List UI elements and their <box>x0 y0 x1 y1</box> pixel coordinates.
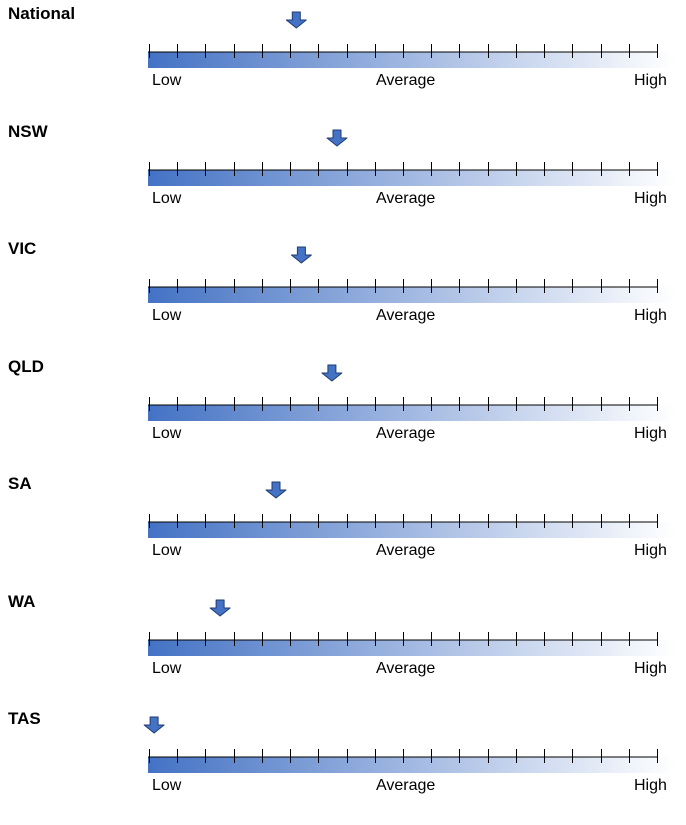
region-label: National <box>8 4 76 23</box>
gauge-row-wa: WA Low Average High <box>0 592 686 708</box>
scale-label-low: Low <box>152 542 182 559</box>
gauge-row-tas: TAS Low Average High <box>0 709 686 825</box>
scale-label-high: High <box>634 424 667 442</box>
scale-label-low: Low <box>152 424 182 442</box>
scale-label-average: Average <box>376 307 436 324</box>
gauge-graphic <box>148 11 675 68</box>
value-arrow-icon <box>143 716 165 734</box>
gauge-row-national: National Low Average High <box>0 4 686 120</box>
scales-container: National Low Average High NSW Low Average High V… <box>0 4 686 794</box>
gradient-bar <box>148 404 675 421</box>
gradient-bar <box>148 169 675 186</box>
scale-label-low: Low <box>152 72 182 89</box>
gradient-bar <box>148 287 675 303</box>
gauge-row-vic: VIC Low Average High <box>0 239 686 355</box>
scale-label-low: Low <box>152 777 182 794</box>
value-arrow-icon <box>265 481 287 499</box>
scale-label-average: Average <box>376 424 436 442</box>
gauge-graphic <box>148 481 675 538</box>
value-arrow-icon <box>209 599 231 616</box>
scale-label-high: High <box>634 307 667 324</box>
scale-label-high: High <box>634 659 667 677</box>
region-label: QLD <box>8 356 44 376</box>
region-label: NSW <box>8 121 48 141</box>
value-arrow-icon <box>285 11 307 29</box>
scale-label-low: Low <box>152 307 182 324</box>
gradient-bar <box>148 52 675 68</box>
scale-label-average: Average <box>376 777 436 794</box>
gauge-row-qld: QLD Low Average High <box>0 357 686 473</box>
region-label: VIC <box>8 239 37 258</box>
scale-label-high: High <box>634 72 667 89</box>
region-label: SA <box>8 474 32 493</box>
gauge-row-sa: SA Low Average High <box>0 474 686 590</box>
scale-label-average: Average <box>376 189 436 207</box>
gauge-graphic <box>148 129 675 186</box>
gradient-bar <box>148 757 675 773</box>
scale-label-average: Average <box>376 542 436 559</box>
gradient-bar <box>148 639 675 656</box>
scale-label-average: Average <box>376 72 436 89</box>
gauge-graphic <box>143 716 675 773</box>
value-arrow-icon <box>321 364 343 381</box>
gradient-bar <box>148 522 675 538</box>
scale-label-high: High <box>634 189 667 207</box>
scale-label-high: High <box>634 777 667 794</box>
scale-label-average: Average <box>376 659 436 677</box>
gauge-graphic <box>148 364 675 421</box>
scale-label-low: Low <box>152 189 182 207</box>
gauge-graphic <box>148 599 675 656</box>
scale-label-high: High <box>634 542 667 559</box>
region-label: TAS <box>8 709 41 728</box>
gauge-row-nsw: NSW Low Average High <box>0 122 686 238</box>
value-arrow-icon <box>290 246 312 264</box>
region-label: WA <box>8 591 36 611</box>
value-arrow-icon <box>326 129 348 146</box>
gauge-graphic <box>148 246 675 303</box>
scale-label-low: Low <box>152 659 182 677</box>
